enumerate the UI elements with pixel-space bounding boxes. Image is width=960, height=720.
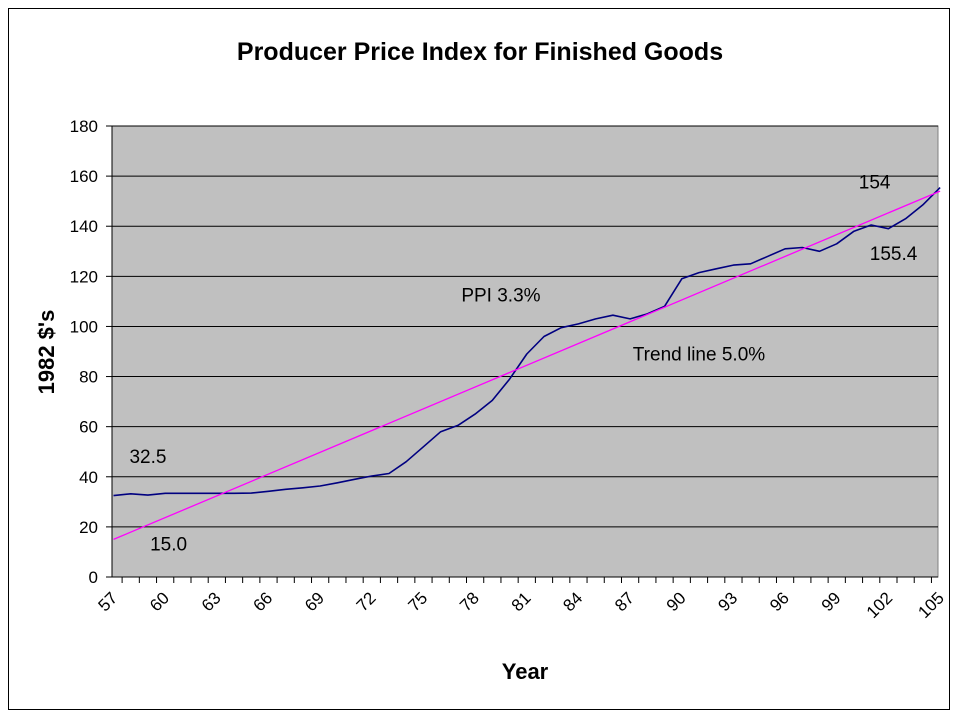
x-tick-label-75: 75 <box>404 588 431 615</box>
annotation-ppi-rate: PPI 3.3% <box>461 285 540 306</box>
y-tick-label-0: 0 <box>89 568 98 587</box>
annotation-trend-start: 15.0 <box>150 535 187 556</box>
x-tick-label-90: 90 <box>663 588 690 615</box>
annotation-ppi-end: 155.4 <box>870 244 918 265</box>
y-tick-label-120: 120 <box>70 267 98 286</box>
x-tick-label-93: 93 <box>714 588 741 615</box>
series-lines <box>113 187 941 540</box>
annotation-trend-rate: Trend line 5.0% <box>633 344 765 365</box>
x-tick-label-87: 87 <box>611 588 638 615</box>
x-tick-label-99: 99 <box>818 588 845 615</box>
x-tick-labels: 57 60 63 66 69 72 75 78 81 84 87 90 93 96 99 102 105 <box>95 588 948 621</box>
x-tick-label-105: 105 <box>914 588 947 621</box>
x-tick-label-57: 57 <box>95 588 122 615</box>
chart-frame <box>8 8 950 710</box>
annotation-trend-end: 154 <box>859 173 891 194</box>
x-tick-label-66: 66 <box>249 588 276 615</box>
y-tick-labels: 0 20 40 60 80 100 120 140 160 180 <box>70 117 98 587</box>
y-tick-label-180: 180 <box>70 117 98 136</box>
x-tick-label-81: 81 <box>508 588 535 615</box>
x-tick-label-102: 102 <box>863 588 896 621</box>
y-tick-label-160: 160 <box>70 167 98 186</box>
ppi-line <box>113 187 941 497</box>
chart-title: Producer Price Index for Finished Goods <box>237 38 723 66</box>
y-tick-label-60: 60 <box>79 418 98 437</box>
gridlines <box>112 125 938 528</box>
y-tick-label-80: 80 <box>79 368 98 387</box>
x-axis-label: Year <box>502 659 549 684</box>
y-tick-label-20: 20 <box>79 518 98 537</box>
axes <box>106 125 938 583</box>
trend-line <box>113 190 941 540</box>
x-tick-label-96: 96 <box>766 588 793 615</box>
plot-area <box>111 125 939 578</box>
annotation-ppi-start: 32.5 <box>129 447 166 468</box>
y-tick-label-100: 100 <box>70 317 98 336</box>
y-axis-label: 1982 $'s <box>34 310 59 395</box>
annotations: 32.5 15.0 PPI 3.3% Trend line 5.0% 154 155.4 <box>129 173 917 556</box>
y-tick-label-40: 40 <box>79 468 98 487</box>
x-tick-label-78: 78 <box>456 588 483 615</box>
x-tick-label-63: 63 <box>198 588 225 615</box>
x-tick-label-60: 60 <box>146 588 173 615</box>
y-tick-label-140: 140 <box>70 217 98 236</box>
x-tick-label-69: 69 <box>301 588 328 615</box>
x-tick-label-72: 72 <box>353 588 380 615</box>
x-tick-label-84: 84 <box>559 588 586 615</box>
